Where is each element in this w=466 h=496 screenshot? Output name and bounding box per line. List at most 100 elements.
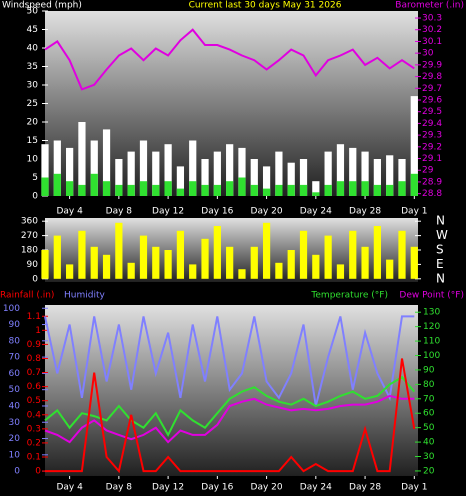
y-tick-label: 40 (9, 401, 21, 411)
y2-tick-label: 130 (423, 308, 440, 318)
bar (41, 144, 49, 196)
bar (127, 151, 135, 196)
y3-tick-label: 0.2 (27, 438, 41, 448)
bar (164, 250, 172, 279)
x-tick-label: Day 4 (56, 483, 83, 493)
series-line (44, 375, 416, 438)
y-tick-label: 20 (27, 118, 39, 128)
bar (226, 246, 234, 279)
x-tick-label: Day 1 (401, 483, 427, 493)
bar (41, 177, 49, 196)
plot-background (45, 305, 418, 476)
y2-tick-label: 40 (423, 438, 435, 448)
y3-tick-label: 0.9 (27, 340, 42, 350)
bar (102, 181, 111, 196)
y2-tick-label: 110 (423, 337, 440, 347)
y-tick-label: 40 (27, 44, 39, 54)
y2-tick-label: 29.5 (422, 107, 442, 117)
y2-tick-label: 90 (423, 365, 435, 375)
bar (262, 166, 271, 196)
bar (213, 226, 221, 279)
y2-tick-label: E (436, 257, 444, 271)
bar (90, 173, 98, 196)
y-tick-label: 90 (27, 260, 39, 270)
bar (324, 235, 332, 279)
bar (373, 159, 381, 196)
y3-tick-label: 1 (35, 326, 41, 336)
bar (164, 144, 172, 196)
y-tick-label: 50 (9, 385, 21, 395)
x-tick-label: Day 20 (251, 207, 283, 217)
y-tick-label: 25 (27, 99, 38, 109)
x-tick-label: Day 20 (251, 483, 283, 493)
y-tick-label: 0 (14, 467, 20, 477)
x-tick-label: Day 24 (300, 207, 332, 217)
x-tick-label: Day 8 (106, 483, 133, 493)
bar (410, 173, 418, 196)
bar (41, 250, 49, 279)
series-line (44, 315, 415, 407)
y3-tick-label: 0.3 (27, 424, 41, 434)
bar (361, 246, 369, 279)
bar (287, 162, 295, 196)
bar (349, 230, 357, 279)
bar (386, 259, 394, 279)
bar (336, 181, 345, 196)
y2-tick-label: 29.4 (422, 119, 442, 129)
bar (213, 151, 221, 196)
y-tick-label: 270 (21, 231, 38, 241)
bar (115, 184, 123, 196)
y2-tick-label: N (436, 271, 445, 285)
x-tick-label: Day 16 (201, 483, 233, 493)
bar (312, 181, 320, 196)
bar (336, 264, 345, 279)
y2-tick-label: 120 (423, 322, 440, 332)
y2-tick-label: 29.6 (422, 95, 442, 105)
x-tick-label: Day 16 (201, 207, 233, 217)
bar (324, 151, 332, 196)
bar (373, 226, 381, 279)
bar (287, 184, 295, 196)
y3-tick-label: 0.5 (27, 396, 41, 406)
bar (176, 188, 185, 196)
bar (152, 184, 160, 196)
bar (250, 246, 258, 279)
bar (299, 159, 308, 196)
bar (238, 177, 246, 196)
bar (361, 181, 369, 196)
y-tick-label: 100 (3, 304, 20, 314)
bar (139, 181, 148, 196)
bar (201, 238, 209, 279)
bar (115, 222, 123, 279)
x-tick-label: Day 12 (152, 483, 184, 493)
bar (78, 184, 86, 196)
y-tick-label: 70 (9, 353, 21, 363)
bar (262, 188, 271, 196)
legend-label: Rainfall (.in) (0, 291, 54, 301)
title: Current last 30 days May 31 2026 (189, 1, 342, 11)
bar (349, 147, 357, 196)
y2-tick-label: 29.9 (422, 60, 442, 70)
bar (189, 140, 197, 196)
x-tick-label: Day 4 (56, 207, 83, 217)
bar (226, 181, 234, 196)
y2-tick-label: 28.8 (422, 189, 442, 199)
y-tick-label: 10 (9, 450, 21, 460)
y-tick-label: 180 (21, 246, 38, 256)
legend-label: Humidity (64, 291, 105, 301)
bar (213, 184, 221, 196)
y-tick-label: 20 (9, 434, 21, 444)
x-tick-label: Day 28 (349, 483, 381, 493)
y3-tick-label: 0.4 (27, 410, 42, 420)
bar (189, 181, 197, 196)
y2-tick-label: 28.9 (422, 177, 442, 187)
bar (398, 230, 406, 279)
y-tick-label: 0 (32, 274, 38, 284)
bar (312, 254, 320, 279)
bar (201, 159, 209, 196)
bar (152, 246, 160, 279)
bar (349, 181, 357, 196)
bar (115, 159, 123, 196)
bar (139, 235, 148, 279)
